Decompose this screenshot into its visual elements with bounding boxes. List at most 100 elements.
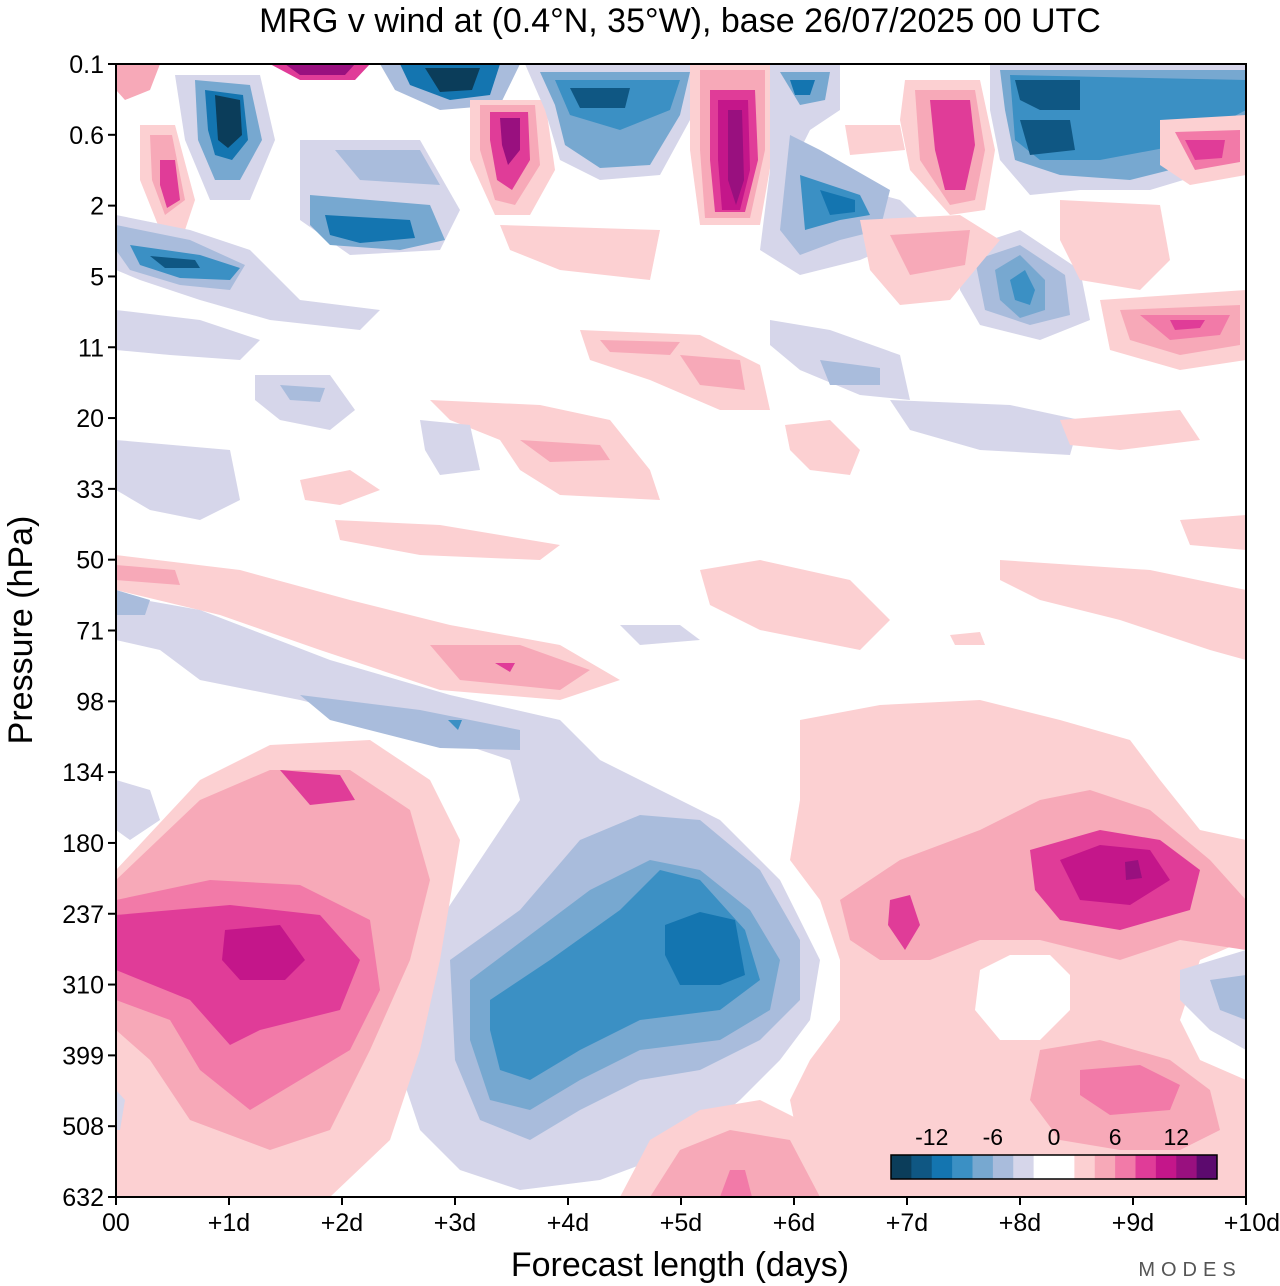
x-tick-label: +1d [208, 1209, 250, 1237]
colorbar-swatch [1176, 1155, 1198, 1179]
x-tick-label: +5d [660, 1209, 702, 1237]
region-pos-pale [700, 560, 890, 650]
region-pos-pale [1180, 515, 1246, 550]
modes-logo: MODES [1138, 1259, 1241, 1281]
region-neg-light [890, 400, 1080, 455]
colorbar-swatch [1054, 1155, 1075, 1179]
y-axis-label: Pressure (hPa) [2, 516, 40, 745]
region-pos-medium [888, 895, 920, 950]
region-pos-medium [160, 160, 180, 208]
y-tick-label: 180 [62, 830, 104, 858]
colorbar-swatch [1033, 1155, 1055, 1179]
y-tick-label: 508 [62, 1113, 104, 1141]
region-neg-core [215, 95, 242, 148]
colorbar-label: 12 [1163, 1124, 1189, 1150]
region-pos-core [285, 64, 355, 75]
colorbar-label: -12 [915, 1124, 948, 1150]
region-pos-medium [1185, 140, 1225, 160]
colorbar-swatch [992, 1155, 1014, 1179]
chart-title: MRG v wind at (0.4°N, 35°W), base 26/07/… [259, 2, 1101, 40]
region-zero [975, 955, 1070, 1040]
y-tick-label: 71 [76, 618, 104, 646]
colorbar-swatch [911, 1155, 933, 1179]
mid-level-regions [116, 310, 1246, 560]
x-axis-label: Forecast length (days) [511, 1246, 849, 1284]
region-neg-light [420, 420, 480, 475]
y-tick-label: 399 [62, 1042, 104, 1070]
region-pos-strong [222, 925, 305, 980]
x-tick-label: +3d [434, 1209, 476, 1237]
region-pos-medium [1080, 1065, 1180, 1115]
region-neg-core [425, 68, 480, 92]
y-tick-label: 98 [76, 688, 104, 716]
y-tick-label: 310 [62, 972, 104, 1000]
x-axis: 00 +1d +2d +3d +4d +5d +6d +7d +8d +9d +10d [102, 1197, 1280, 1237]
y-tick-label: 134 [62, 759, 104, 787]
colorbar-swatch [1115, 1155, 1136, 1179]
colorbar-swatch [952, 1155, 973, 1179]
region-neg-core [820, 190, 855, 215]
colorbar-label: 6 [1109, 1124, 1122, 1150]
colorbar-swatch [931, 1155, 953, 1179]
colorbar-swatch [1094, 1155, 1116, 1179]
region-pos-strong [1060, 845, 1170, 905]
region-neg-core [665, 912, 745, 985]
x-tick-label: +7d [886, 1209, 928, 1237]
region-neg-light [1180, 950, 1246, 1050]
colorbar-label: 0 [1048, 1124, 1061, 1150]
region-pos-pale [500, 225, 660, 280]
y-tick-label: 5 [90, 263, 104, 291]
region-pos-medium [720, 1170, 752, 1197]
region-pos-medium [930, 100, 975, 190]
region-pos-core [1125, 860, 1142, 880]
region-pos-pale [300, 470, 380, 505]
region-pos-pale [1060, 410, 1200, 450]
region-neg-light [116, 440, 240, 520]
region-neg-light [116, 310, 260, 360]
plot-area [116, 64, 1246, 1197]
y-tick-label: 33 [76, 476, 104, 504]
y-tick-label: 50 [76, 547, 104, 575]
region-pos-pale [845, 125, 905, 155]
region-neg-strong [448, 720, 462, 730]
y-tick-label: 0.1 [69, 51, 104, 79]
colorbar-swatch [1013, 1155, 1035, 1179]
region-pos-pale [1000, 560, 1246, 660]
region-pos-light [116, 64, 160, 100]
region-neg-light [116, 1090, 125, 1130]
region-neg-core [150, 256, 200, 268]
colorbar-swatch [1155, 1155, 1177, 1179]
region-neg-medium [116, 590, 150, 615]
colorbar: -12 -6 0 6 12 [890, 1124, 1218, 1180]
region-pos-core [500, 118, 520, 165]
region-neg-core [1020, 120, 1075, 155]
region-pos-pale [335, 520, 560, 560]
region-neg-light [255, 375, 355, 430]
region-pos-core [1170, 320, 1205, 330]
y-tick-label: 632 [62, 1184, 104, 1212]
upper-level-regions [116, 64, 1246, 370]
region-pos-light [680, 355, 745, 390]
region-pos-light [890, 230, 970, 275]
x-tick-label: +4d [547, 1209, 589, 1237]
region-pos-light [650, 1130, 820, 1197]
region-pos-light [600, 340, 680, 355]
region-neg-light [116, 780, 160, 840]
region-pos-pale [950, 632, 985, 645]
colorbar-swatch [1135, 1155, 1157, 1179]
colorbar-label: -6 [983, 1124, 1003, 1150]
region-pos-medium [495, 663, 515, 672]
region-pos-light [520, 440, 610, 462]
lower-level-regions [116, 555, 1246, 1197]
colorbar-swatch [1196, 1155, 1218, 1179]
colorbar-swatch [972, 1155, 994, 1179]
y-tick-label: 11 [78, 334, 104, 362]
region-neg-medium [820, 360, 880, 385]
region-neg-medium [1210, 975, 1246, 1020]
colorbar-frame [890, 1154, 1218, 1180]
region-neg-strong [790, 80, 815, 95]
region-neg-medium [335, 150, 440, 185]
x-tick-label: +6d [773, 1209, 815, 1237]
x-tick-label: 00 [102, 1209, 130, 1237]
region-neg-light [620, 625, 700, 645]
